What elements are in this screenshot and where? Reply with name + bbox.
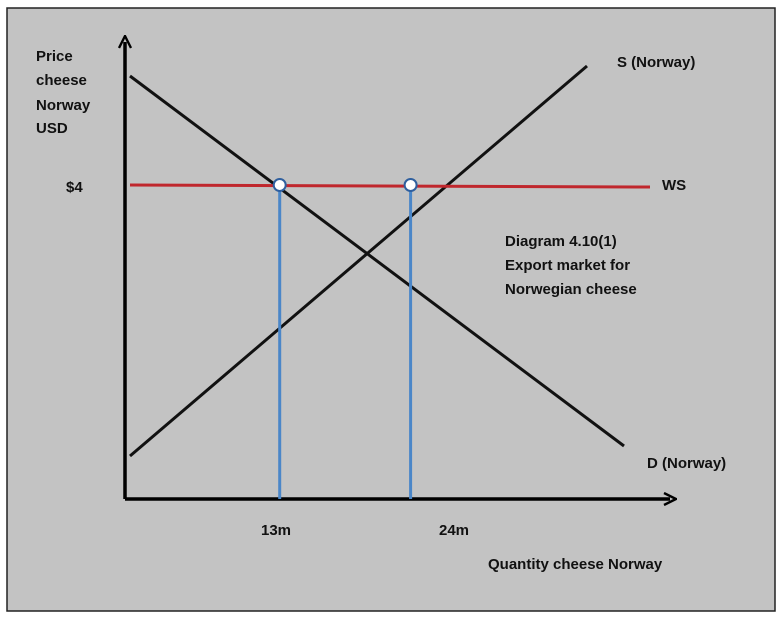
quantity-tick-label-24m: 24m xyxy=(439,522,469,539)
diagram-title-line-1: Diagram 4.10(1) xyxy=(505,233,617,250)
world-price-line xyxy=(129,183,651,189)
y-axis-label-line-3: Norway xyxy=(36,97,91,114)
supply-curve xyxy=(129,64,588,458)
chart-background xyxy=(6,7,776,612)
world-price-label: WS xyxy=(662,177,686,194)
quantity-tick-label-13m: 13m xyxy=(261,522,291,539)
diagram-title-line-2: Export market for xyxy=(505,257,630,274)
demand-curve-label: D (Norway) xyxy=(647,455,726,472)
intersection-point-demand xyxy=(272,178,287,192)
demand-curve xyxy=(129,74,625,448)
diagram-title-line-3: Norwegian cheese xyxy=(505,281,637,298)
world-price-tick-label: $4 xyxy=(66,179,83,196)
intersection-point-supply xyxy=(403,178,418,192)
y-axis-label-line-4: USD xyxy=(36,120,68,137)
x-axis-label: Quantity cheese Norway xyxy=(488,556,663,573)
y-axis-label-line-2: cheese xyxy=(36,72,87,89)
y-axis-label-line-1: Price xyxy=(36,48,73,65)
supply-curve-label: S (Norway) xyxy=(617,54,695,71)
